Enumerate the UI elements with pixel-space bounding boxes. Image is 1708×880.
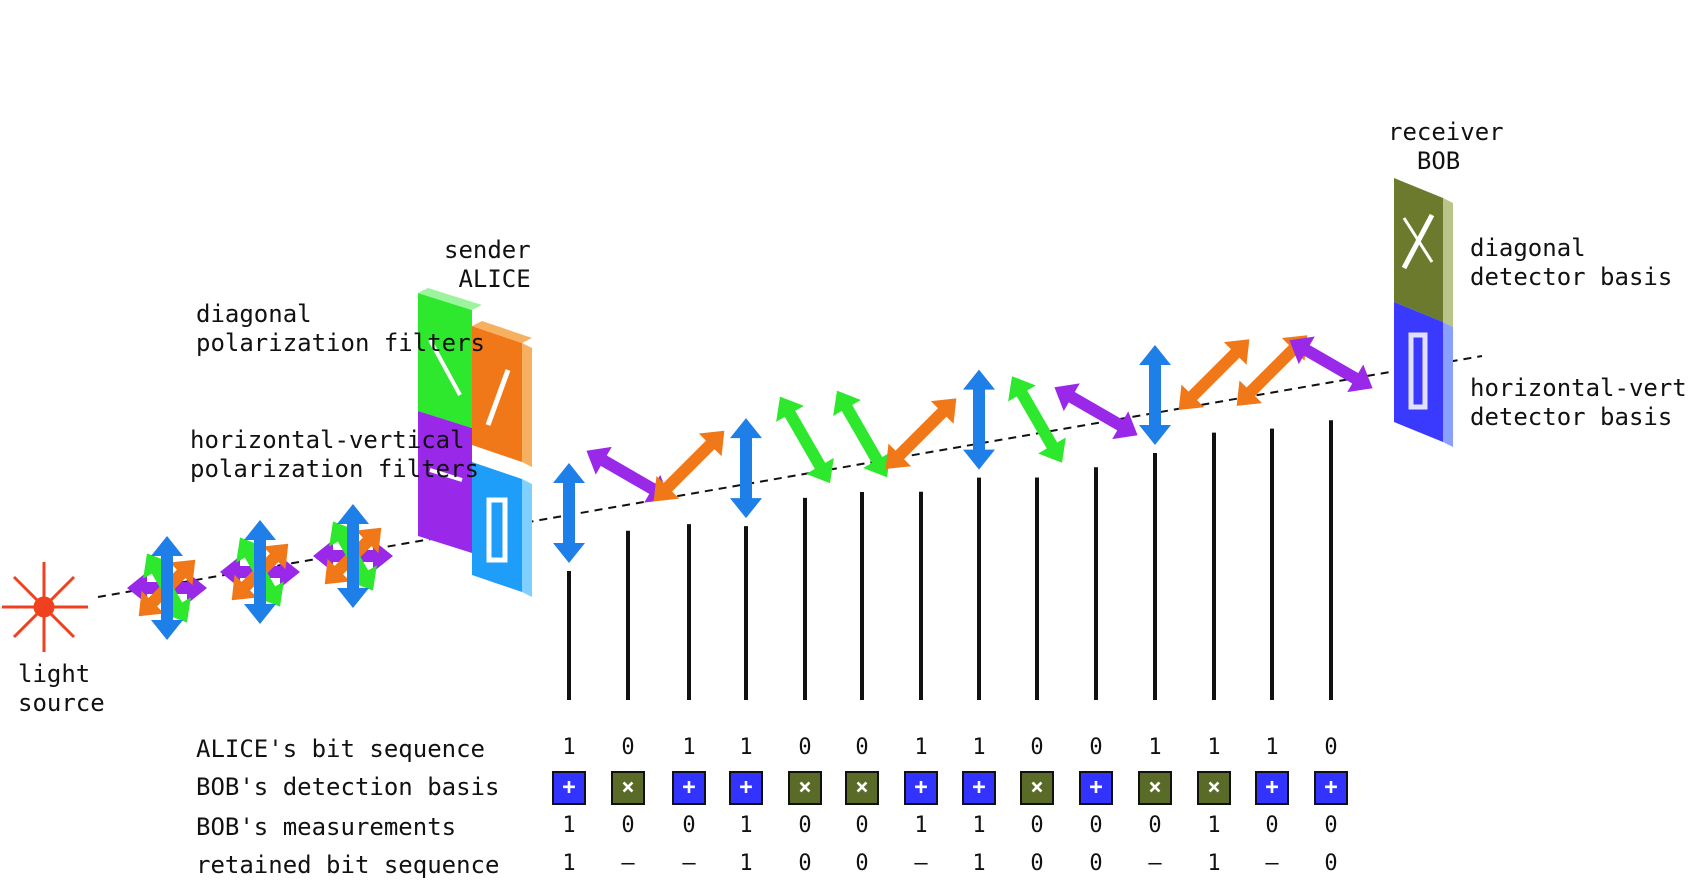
row-label-bob-basis: BOB's detection basis — [196, 773, 500, 801]
alice-bit-cell: 0 — [855, 735, 869, 760]
retained-bit-cell: 0 — [1089, 851, 1103, 876]
bob-measurement-cell: 0 — [855, 813, 869, 838]
alice-bit-cell: 1 — [562, 735, 576, 760]
plus-basis-icon: + — [962, 771, 996, 805]
alice-hv-filter-vertical — [472, 462, 532, 597]
photon-diagonal-up-2 — [653, 430, 725, 502]
photon-diagonal-down-green-8 — [1008, 376, 1066, 463]
bob-measurement-cell: 0 — [1089, 813, 1103, 838]
photon-vertical-0 — [553, 462, 585, 563]
light-source-icon — [2, 562, 88, 652]
plus-basis-icon: + — [552, 771, 586, 805]
bob-hv-detector — [1394, 302, 1453, 447]
photon-diagonal-down-green-4 — [776, 396, 834, 484]
bundle-photon-v-2 — [337, 504, 369, 608]
plus-basis-icon: + — [1255, 771, 1289, 805]
plus-basis-icon: + — [672, 771, 706, 805]
bob-measurement-cell: 0 — [1265, 813, 1279, 838]
x-basis-icon: × — [611, 771, 645, 805]
diagonal-filters-label: diagonal polarization filters — [196, 300, 485, 357]
plus-basis-icon: + — [904, 771, 938, 805]
hv-filters-label: horizontal-vertical polarization filters — [190, 426, 479, 483]
bob-measurement-cell: 0 — [798, 813, 812, 838]
alice-diagonal-filter-45 — [472, 321, 532, 467]
light-source-label: light source — [18, 660, 105, 717]
photon-layer — [553, 335, 1373, 700]
retained-bit-cell: – — [621, 851, 635, 876]
row-label-retained-bits: retained bit sequence — [196, 851, 500, 879]
photon-diagonal-down-green-5 — [833, 390, 891, 478]
photon-vertical-7 — [963, 369, 995, 470]
plus-basis-icon: + — [729, 771, 763, 805]
retained-bit-cell: 0 — [798, 851, 812, 876]
photon-diagonal-down-13 — [1289, 336, 1373, 393]
bob-measurement-cell: 0 — [1030, 813, 1044, 838]
retained-bit-cell: 0 — [855, 851, 869, 876]
diagonal-detector-label: diagonal detector basis — [1470, 234, 1673, 291]
plus-basis-icon: + — [1079, 771, 1113, 805]
x-basis-icon: × — [788, 771, 822, 805]
alice-bit-cell: 1 — [1207, 735, 1221, 760]
photon-diagonal-up-12 — [1236, 335, 1308, 406]
x-basis-icon: × — [1138, 771, 1172, 805]
bundle-photon-v-0 — [151, 536, 183, 640]
alice-diagonal-filter-0 — [418, 288, 482, 428]
retained-bit-cell: 0 — [1030, 851, 1044, 876]
bob-measurement-cell: 1 — [562, 813, 576, 838]
photon-diagonal-down-1 — [586, 446, 670, 503]
bob-measurement-cell: 0 — [1324, 813, 1338, 838]
alice-bit-cell: 0 — [621, 735, 635, 760]
alice-bit-cell: 0 — [798, 735, 812, 760]
bundle-photon-v-1 — [244, 520, 276, 624]
alice-bit-cell: 1 — [914, 735, 928, 760]
bob-measurement-cell: 1 — [914, 813, 928, 838]
plus-basis-icon: + — [1314, 771, 1348, 805]
bob-measurement-cell: 0 — [682, 813, 696, 838]
unpolarized-photons — [127, 504, 393, 640]
alice-hv-filter-horizontal — [418, 411, 472, 553]
hv-detector-label: horizontal-vert detector basis — [1470, 374, 1687, 431]
beam-line — [97, 355, 1483, 598]
retained-bit-cell: – — [1148, 851, 1162, 876]
retained-bit-cell: 1 — [972, 851, 986, 876]
alice-bit-cell: 0 — [1324, 735, 1338, 760]
retained-bit-cell: 1 — [739, 851, 753, 876]
x-basis-icon: × — [1197, 771, 1231, 805]
bob-measurement-cell: 1 — [739, 813, 753, 838]
bob-measurement-cell: 0 — [1148, 813, 1162, 838]
x-basis-icon: × — [1020, 771, 1054, 805]
retained-bit-cell: 1 — [562, 851, 576, 876]
bob-diagonal-detector — [1394, 178, 1453, 327]
receiver-label: receiver BOB — [1388, 118, 1504, 175]
sender-label: sender ALICE — [444, 236, 531, 293]
x-basis-icon: × — [845, 771, 879, 805]
photon-diagonal-up-6 — [885, 398, 957, 470]
retained-bit-cell: – — [1265, 851, 1279, 876]
alice-bit-cell: 1 — [682, 735, 696, 760]
retained-bit-cell: 0 — [1324, 851, 1338, 876]
retained-bit-cell: – — [682, 851, 696, 876]
alice-bit-cell: 0 — [1030, 735, 1044, 760]
photon-vertical-3 — [730, 418, 762, 519]
photon-diagonal-up-11 — [1178, 339, 1250, 411]
photon-vertical-10 — [1139, 344, 1171, 445]
alice-bit-cell: 1 — [1265, 735, 1279, 760]
alice-bit-cell: 0 — [1089, 735, 1103, 760]
bob-measurement-cell: 1 — [972, 813, 986, 838]
row-label-bob-measurements: BOB's measurements — [196, 813, 457, 841]
bob-measurement-cell: 0 — [621, 813, 635, 838]
retained-bit-cell: – — [914, 851, 928, 876]
alice-bit-cell: 1 — [972, 735, 986, 760]
photon-diagonal-down-9 — [1054, 383, 1138, 440]
row-label-alice-bits: ALICE's bit sequence — [196, 735, 485, 763]
retained-bit-cell: 1 — [1207, 851, 1221, 876]
bob-measurement-cell: 1 — [1207, 813, 1221, 838]
alice-bit-cell: 1 — [1148, 735, 1162, 760]
alice-bit-cell: 1 — [739, 735, 753, 760]
